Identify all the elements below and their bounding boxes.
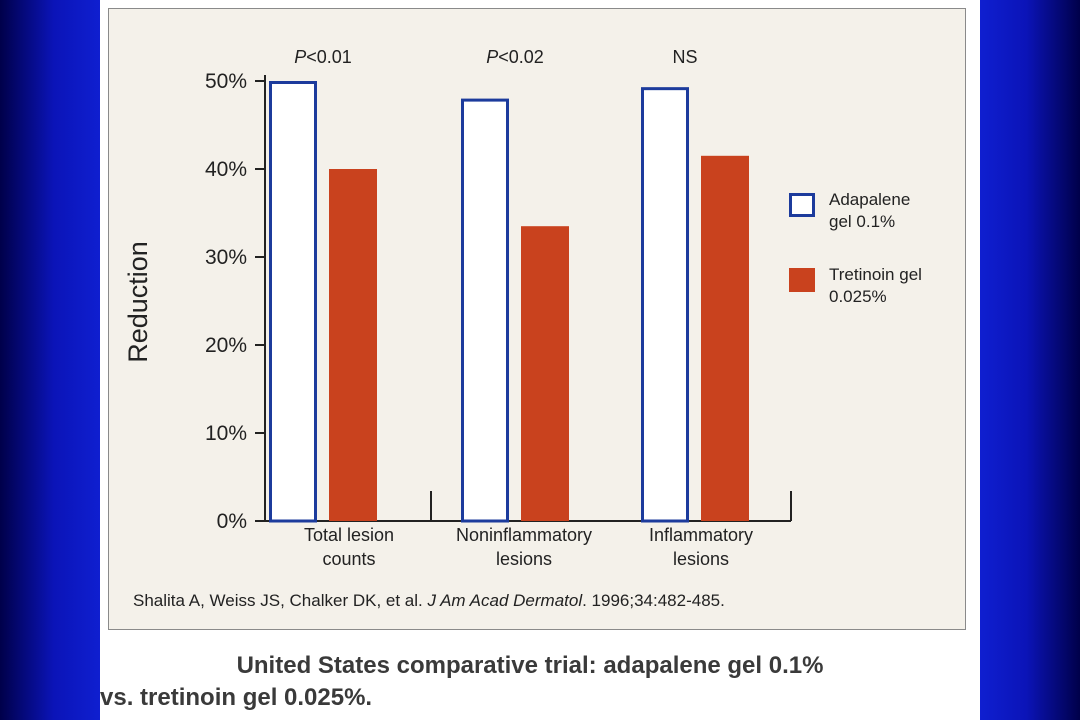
legend-label-line1: Tretinoin gel xyxy=(829,265,922,284)
legend-label-line2: gel 0.1% xyxy=(829,212,896,231)
legend-item-adapalene: Adapalene gel 0.1% xyxy=(789,189,969,233)
p-symbol: P xyxy=(294,47,306,67)
citation: Shalita A, Weiss JS, Chalker DK, et al. … xyxy=(133,591,725,611)
bar-tretinoin xyxy=(701,155,749,522)
legend-label-adapalene: Adapalene gel 0.1% xyxy=(829,189,969,233)
significance-label: NS xyxy=(672,47,697,67)
significance-label: P<0.02 xyxy=(486,47,544,67)
p-symbol: P xyxy=(486,47,498,67)
p-value: <0.02 xyxy=(498,47,544,67)
bar-adapalene xyxy=(461,98,509,523)
y-tick-label: 0% xyxy=(217,510,247,533)
y-tick-label: 40% xyxy=(205,158,247,181)
y-tick-label: 20% xyxy=(205,334,247,357)
legend-swatch-adapalene xyxy=(789,193,815,217)
legend-label-tretinoin: Tretinoin gel 0.025% xyxy=(829,264,969,308)
slide: 0% 10% 20% 30% 40% 50% Reduction P<0.01 P<0.02 NS… xyxy=(100,0,980,720)
citation-journal: J Am Acad Dermatol xyxy=(427,591,583,610)
x-category-label: Noninflammatory xyxy=(456,525,592,545)
citation-details: . 1996;34:482-485. xyxy=(582,591,725,610)
y-tick-label: 30% xyxy=(205,246,247,269)
bar-tretinoin xyxy=(521,226,569,521)
slide-title-line1: United States comparative trial: adapale… xyxy=(236,652,824,679)
bar-adapalene xyxy=(641,87,689,523)
slide-title-line2: vs. tretinoin gel 0.025%. xyxy=(100,684,373,711)
significance-label: P<0.01 xyxy=(294,47,352,67)
citation-authors: Shalita A, Weiss JS, Chalker DK, et al. xyxy=(133,591,423,610)
x-category-label: Inflammatory xyxy=(649,525,753,545)
y-axis-label: Reduction xyxy=(123,241,153,363)
y-tick-label: 50% xyxy=(205,70,247,93)
x-category-label: lesions xyxy=(673,549,729,569)
p-value: <0.01 xyxy=(306,47,352,67)
legend-item-tretinoin: Tretinoin gel 0.025% xyxy=(789,264,969,308)
bar-adapalene xyxy=(269,81,317,523)
y-tick-label: 10% xyxy=(205,422,247,445)
x-category-label: Total lesion xyxy=(304,525,394,545)
x-category-label: lesions xyxy=(496,549,552,569)
legend-label-line2: 0.025% xyxy=(829,287,887,306)
p-value: NS xyxy=(672,47,697,67)
slide-title: United States comparative trial: adapale… xyxy=(100,650,980,714)
bar-tretinoin xyxy=(329,169,377,521)
x-category-label: counts xyxy=(322,549,375,569)
figure-panel: 0% 10% 20% 30% 40% 50% Reduction P<0.01 P<0.02 NS… xyxy=(108,8,966,630)
legend-label-line1: Adapalene xyxy=(829,190,911,209)
legend-swatch-tretinoin xyxy=(789,268,815,292)
